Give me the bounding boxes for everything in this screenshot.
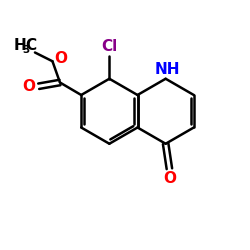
Text: O: O bbox=[55, 51, 68, 66]
Text: C: C bbox=[25, 38, 36, 53]
Text: NH: NH bbox=[154, 62, 180, 77]
Text: H: H bbox=[14, 38, 26, 53]
Text: Cl: Cl bbox=[102, 39, 118, 54]
Text: O: O bbox=[23, 79, 36, 94]
Text: 3: 3 bbox=[22, 45, 29, 55]
Text: O: O bbox=[163, 171, 176, 186]
